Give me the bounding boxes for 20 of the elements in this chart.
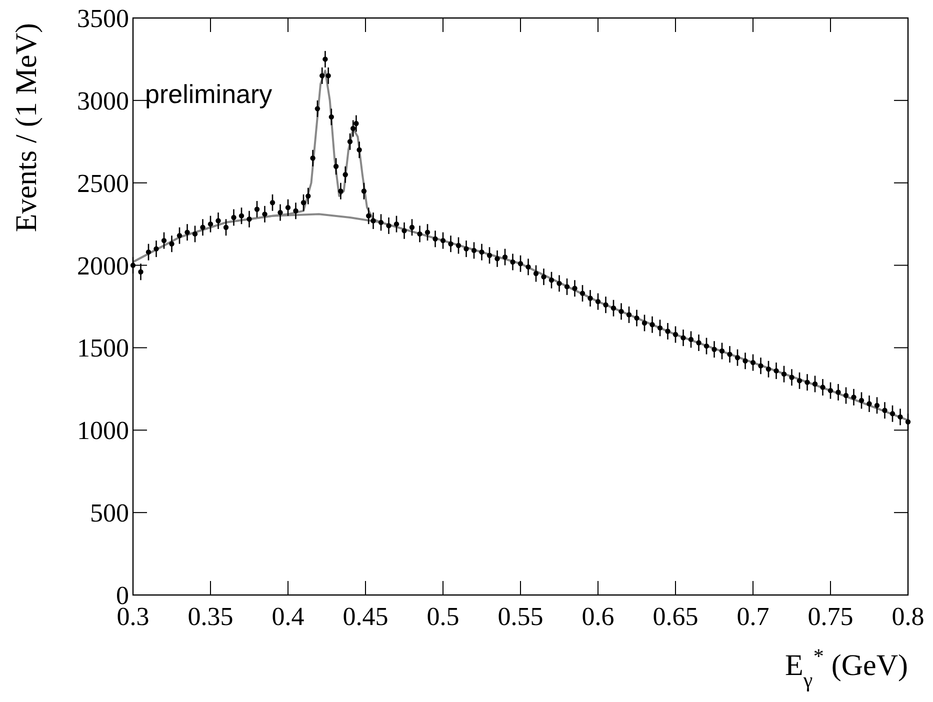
x-tick-label: 0.65 [652,602,698,631]
y-axis-title: Events / (1 MeV) [10,23,43,232]
x-axis-title: E$_{γ}$$^{*}$ (GeV) [785,644,908,692]
x-tick-label: 0.45 [342,602,388,631]
y-tick-label: 3500 [77,4,129,33]
annotation: preliminary [145,79,272,109]
x-tick-label: 0.8 [892,602,924,631]
x-tick-label: 0.5 [426,602,460,631]
y-tick-label: 1500 [77,334,129,363]
x-tick-label: 0.7 [736,602,770,631]
y-tick-label: 1000 [77,416,129,446]
x-tick-label: 0.75 [808,602,854,631]
y-tick-label: 500 [90,498,129,528]
y-tick-label: 2000 [77,251,129,280]
x-tick-label: 0.6 [582,602,614,631]
y-tick-label: 2500 [77,168,129,198]
y-tick-label: 3000 [77,86,129,116]
x-tick-label: 0.35 [188,602,234,631]
x-tick-label: 0.55 [498,602,544,631]
x-tick-label: 0.4 [272,602,304,631]
